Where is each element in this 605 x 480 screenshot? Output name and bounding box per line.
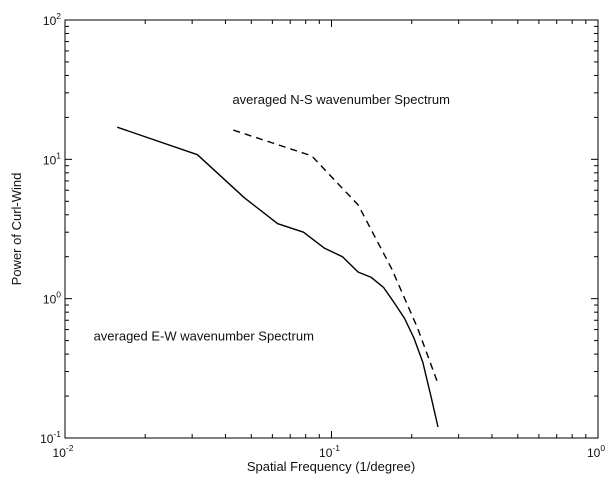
y-tick-label: 10-1 [40, 429, 61, 446]
x-axis-label: Spatial Frequency (1/degree) [247, 459, 415, 474]
annotation-ns-spectrum: averaged N-S wavenumber Spectrum [232, 92, 449, 107]
solid-series-line [116, 126, 439, 428]
dashed-series-line [233, 129, 440, 386]
x-tick-labels: 10-2 10-1 100 [53, 443, 605, 460]
x-tick-label: 10-1 [319, 443, 340, 460]
y-axis-label: Power of Curl-Wind [9, 173, 24, 286]
y-tick-label: 102 [43, 11, 61, 28]
x-tick-label: 100 [587, 443, 605, 460]
x-tick-label: 10-2 [53, 443, 74, 460]
y-tick-labels: 10-1 100 101 102 [40, 11, 61, 446]
series-layer [116, 126, 440, 428]
plot-area [64, 19, 599, 439]
annotations: averaged N-S wavenumber Spectrum averaged… [94, 92, 450, 344]
y-tick-label: 100 [43, 290, 61, 307]
y-tick-label: 101 [43, 150, 61, 167]
ticks [64, 20, 598, 439]
annotation-ew-spectrum: averaged E-W wavenumber Spectrum [94, 329, 314, 344]
